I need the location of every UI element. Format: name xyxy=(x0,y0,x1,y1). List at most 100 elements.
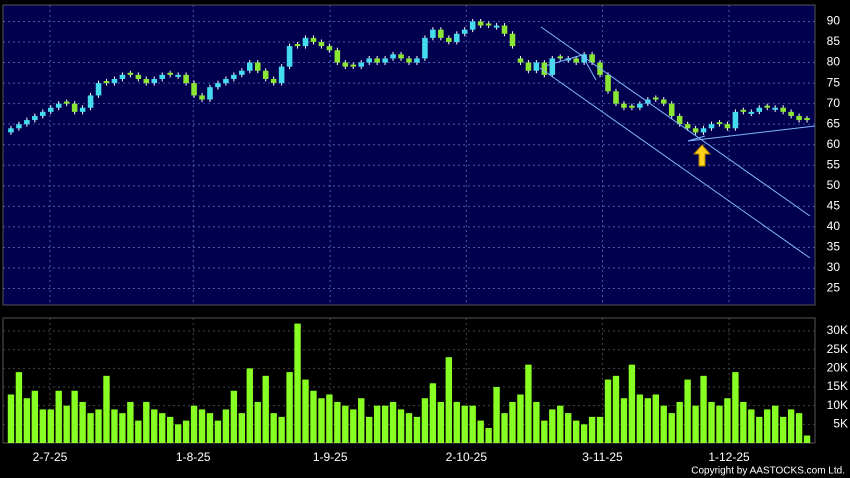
volume-bar xyxy=(151,409,158,443)
volume-bar xyxy=(342,405,349,443)
candle-body xyxy=(438,29,444,38)
volume-bar xyxy=(310,390,317,443)
volume-bar xyxy=(79,401,86,443)
candle-body xyxy=(286,46,293,67)
candle-body xyxy=(493,25,500,28)
volume-bar xyxy=(87,413,94,443)
volume-bar xyxy=(700,375,707,443)
channel-upper xyxy=(540,26,811,217)
candle-body xyxy=(748,111,755,114)
candle-body xyxy=(541,62,548,75)
volume-bar xyxy=(358,398,365,443)
candle-body xyxy=(350,64,357,67)
volume-bar xyxy=(182,420,190,443)
y-tick-label: 35 xyxy=(827,240,841,254)
y2-tick-label: 15K xyxy=(827,379,848,393)
candle-body xyxy=(167,72,173,75)
volume-bar xyxy=(238,413,246,443)
arrow-icon xyxy=(692,144,712,167)
candle-body xyxy=(589,54,595,63)
x-tick-label: 3-11-25 xyxy=(582,450,623,464)
volume-bar xyxy=(254,401,261,443)
candle-body xyxy=(724,124,731,129)
volume-bar xyxy=(55,390,62,443)
candle-body xyxy=(716,122,723,125)
volume-bar xyxy=(71,390,78,443)
candle-body xyxy=(660,99,667,104)
volume-bar xyxy=(748,409,755,443)
candle-body xyxy=(262,70,269,79)
volume-bar xyxy=(525,364,532,443)
candle-body xyxy=(637,103,643,108)
y2-tick-label: 25K xyxy=(827,342,848,356)
volume-bar xyxy=(453,401,460,443)
candle-body xyxy=(231,74,237,79)
volume-bar xyxy=(278,416,285,443)
y-tick-label: 75 xyxy=(827,75,841,89)
volume-bar xyxy=(111,409,118,443)
candle-body xyxy=(374,58,380,63)
candle-body xyxy=(557,56,564,59)
volume-bar xyxy=(23,398,31,443)
candle-body xyxy=(764,105,771,108)
candle-body xyxy=(159,74,166,79)
triangle xyxy=(687,125,816,142)
y2-tick-label: 5K xyxy=(833,417,848,431)
volume-bar xyxy=(103,375,110,443)
y-tick-label: 85 xyxy=(827,34,841,48)
volume-bar xyxy=(572,420,580,443)
volume-bar xyxy=(565,413,572,443)
candle-body xyxy=(318,41,325,47)
candle-body xyxy=(414,58,420,63)
candle-body xyxy=(390,54,396,59)
candle-body xyxy=(215,83,221,88)
x-tick-label: 1-9-25 xyxy=(313,450,348,464)
candle-body xyxy=(509,33,516,47)
candle-body xyxy=(700,128,707,133)
volume-bar xyxy=(381,405,389,443)
x-tick-label: 1-12-25 xyxy=(708,450,750,464)
y-tick-label: 90 xyxy=(827,14,841,28)
volume-bar xyxy=(350,409,357,443)
candle-body xyxy=(732,111,739,129)
volume-bar xyxy=(334,401,341,443)
y-tick-label: 60 xyxy=(827,137,841,151)
volume-bar xyxy=(660,405,667,443)
y-tick-label: 50 xyxy=(827,178,841,192)
candle-body xyxy=(756,107,763,112)
volume-bar xyxy=(724,398,731,443)
candle-body xyxy=(708,124,715,129)
candle-body xyxy=(422,37,428,59)
volume-bar xyxy=(15,372,23,443)
candle-body xyxy=(358,62,365,67)
candle-body xyxy=(246,62,253,71)
y-tick-label: 25 xyxy=(827,281,841,295)
candle-body xyxy=(796,115,802,121)
candle-body xyxy=(477,21,484,26)
volume-bar xyxy=(135,420,142,443)
candle-body xyxy=(79,107,86,112)
candle-body xyxy=(406,58,412,63)
x-tick-label: 2-10-25 xyxy=(446,450,488,464)
volume-bar xyxy=(652,394,659,443)
volume-bar xyxy=(294,323,301,443)
volume-bar xyxy=(190,405,198,443)
volume-bar xyxy=(787,409,795,443)
y-tick-label: 30 xyxy=(827,260,841,274)
candle-body xyxy=(780,107,786,112)
volume-bar xyxy=(31,390,39,443)
y2-tick-label: 30K xyxy=(827,323,848,337)
candle-body xyxy=(95,83,102,96)
candle-body xyxy=(772,107,778,110)
candle-body xyxy=(692,128,699,133)
volume-bar xyxy=(541,420,548,443)
candle-body xyxy=(111,78,118,84)
volume-bar xyxy=(445,357,452,443)
candle-body xyxy=(40,111,46,116)
volume-bar xyxy=(166,416,174,443)
candle-body xyxy=(207,87,213,100)
volume-bar xyxy=(493,387,500,443)
candle-body xyxy=(676,115,683,125)
volume-bar xyxy=(692,405,699,443)
volume-bar xyxy=(198,409,206,443)
